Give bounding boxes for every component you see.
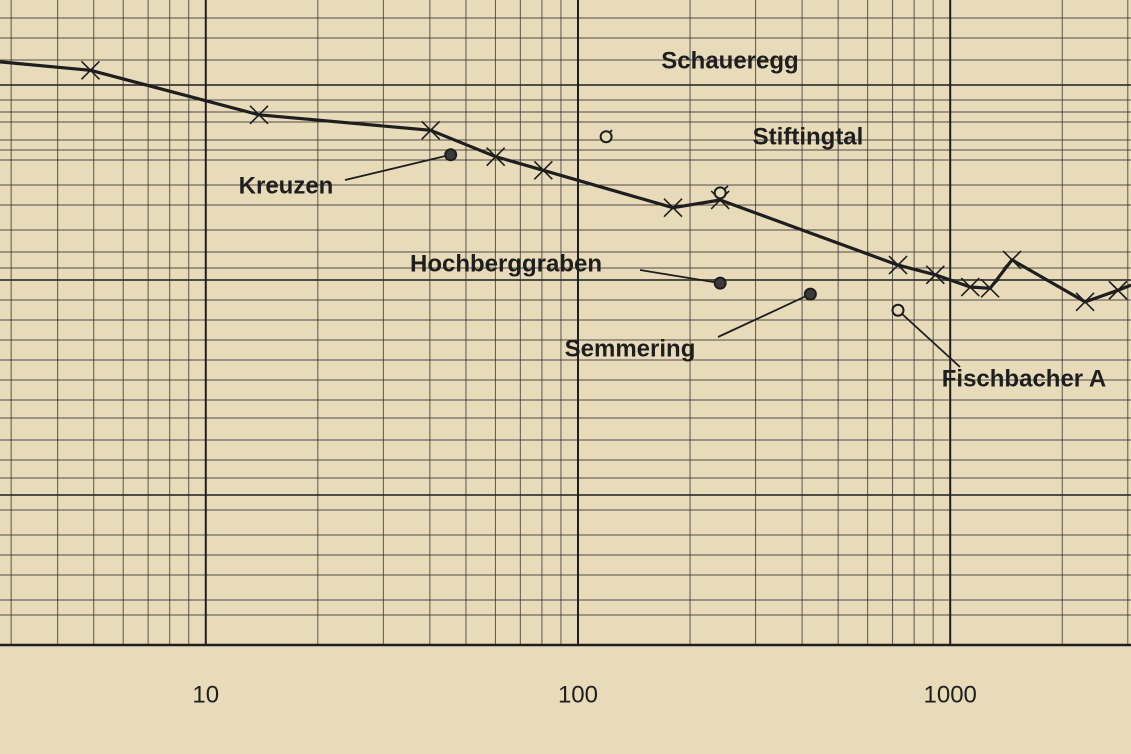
leader-line	[717, 293, 811, 338]
x-marker	[888, 255, 908, 275]
x-tick-label: 10	[192, 681, 219, 708]
station-point	[444, 148, 458, 162]
station-label: Fischbacher A	[942, 365, 1107, 392]
station-point	[713, 186, 727, 200]
x-marker	[663, 198, 683, 218]
x-marker	[249, 105, 269, 125]
x-marker	[1108, 280, 1128, 300]
x-marker	[980, 278, 1000, 298]
data-line	[0, 60, 1131, 304]
x-marker	[533, 160, 553, 180]
x-marker	[80, 60, 101, 80]
x-tick-label: 1000	[924, 681, 977, 708]
leader-line	[639, 269, 721, 285]
station-label: Hochberggraben	[410, 250, 602, 277]
x-marker	[1002, 250, 1022, 270]
leader-line	[344, 153, 451, 181]
x-tick-label: 100	[558, 681, 598, 708]
station-point	[713, 276, 727, 290]
station-label: Kreuzen	[239, 172, 334, 199]
station-label: Semmering	[565, 335, 696, 362]
x-marker	[1075, 292, 1095, 312]
station-point	[803, 287, 817, 301]
station-label: Stiftingtal	[753, 123, 864, 150]
station-label: Schaueregg	[661, 47, 798, 74]
x-marker	[486, 147, 506, 167]
x-marker	[925, 265, 945, 285]
station-point	[891, 303, 905, 317]
leader-line	[897, 309, 961, 368]
x-marker	[960, 277, 980, 297]
station-point	[599, 130, 613, 144]
x-marker	[421, 120, 441, 140]
